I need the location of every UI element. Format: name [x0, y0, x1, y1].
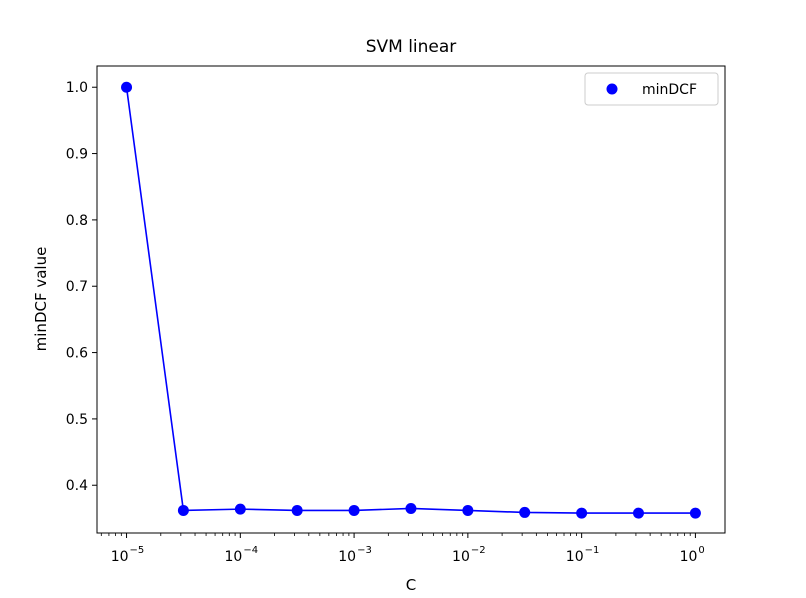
x-tick-label-exponent: −4 [243, 545, 258, 556]
x-axis-ticks: 10 −5 10 −4 10 −3 10 −2 10 −1 10 0 [111, 533, 705, 565]
x-tick-label: 10 0 [680, 545, 705, 565]
x-tick-label-base: 10 [452, 549, 470, 565]
data-point [462, 504, 474, 516]
legend: minDCF [584, 72, 719, 106]
x-tick-label: 10 −5 [111, 545, 145, 565]
data-point [405, 502, 417, 514]
chart-title: SVM linear [366, 37, 457, 57]
x-tick-label: 10 −2 [452, 545, 486, 565]
y-tick-label: 0.7 [66, 279, 88, 295]
data-point [576, 507, 588, 519]
x-tick-label-base: 10 [680, 549, 698, 565]
y-tick-label: 0.5 [66, 412, 88, 428]
series-points-mindcf [121, 81, 701, 519]
x-tick-label-base: 10 [566, 549, 584, 565]
x-tick-label-base: 10 [338, 549, 356, 565]
data-point [291, 504, 303, 516]
x-tick-label: 10 −3 [338, 545, 372, 565]
data-point [348, 504, 360, 516]
y-tick-label: 0.8 [66, 213, 88, 229]
data-point [689, 507, 701, 519]
x-tick-label-exponent: −5 [130, 545, 145, 556]
x-tick-label-exponent: −2 [471, 545, 486, 556]
y-axis-ticks: 0.4 0.5 0.6 0.7 0.8 0.9 1.0 [66, 80, 97, 494]
y-axis-label: minDCF value [32, 247, 50, 352]
x-tick-label-exponent: 0 [698, 545, 704, 556]
legend-marker-mindcf [606, 83, 618, 95]
data-point [177, 504, 189, 516]
legend-label-mindcf: minDCF [642, 82, 697, 98]
x-tick-label: 10 −4 [224, 545, 258, 565]
x-tick-label: 10 −1 [566, 545, 600, 565]
data-point [121, 81, 133, 93]
y-tick-label: 0.4 [66, 478, 88, 494]
x-tick-label-base: 10 [224, 549, 242, 565]
data-point [519, 506, 531, 518]
data-point [234, 503, 246, 515]
data-point [632, 507, 644, 519]
y-tick-label: 1.0 [66, 80, 88, 96]
legend-frame [584, 72, 719, 106]
y-tick-label: 0.9 [66, 147, 88, 163]
x-tick-label-base: 10 [111, 549, 129, 565]
x-axis-minor-ticks [100, 533, 691, 536]
plot-area [96, 65, 726, 534]
x-tick-label-exponent: −3 [357, 545, 372, 556]
y-tick-label: 0.6 [66, 346, 88, 362]
x-axis-label: C [406, 576, 416, 594]
x-tick-label-exponent: −1 [585, 545, 600, 556]
